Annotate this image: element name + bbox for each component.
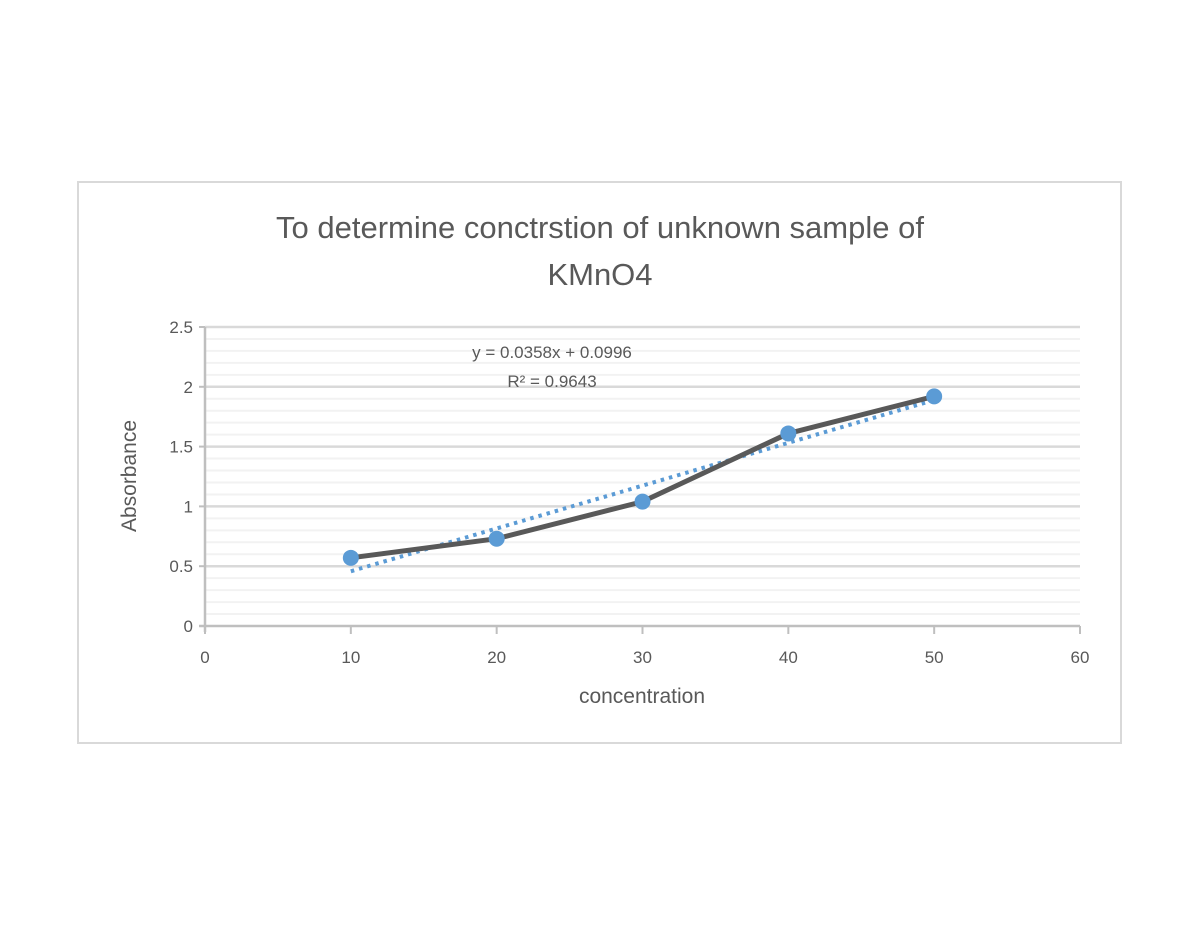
svg-text:0.5: 0.5	[169, 557, 193, 576]
data-series-line	[350, 393, 935, 561]
svg-text:10: 10	[341, 648, 360, 667]
x-axis-title: concentration	[579, 685, 705, 708]
x-axis-ticks: 0 10 20 30 40 50 60	[200, 626, 1089, 667]
svg-text:2: 2	[184, 378, 193, 397]
trendline-equation: y = 0.0358x + 0.0996	[472, 343, 632, 362]
data-point-marker	[634, 493, 651, 510]
y-axis-title: Absorbance	[118, 420, 141, 532]
y-axis-ticks: 0 0.5 1 1.5 2 2.5	[169, 318, 205, 636]
trendline-r-squared: R² = 0.9643	[507, 372, 596, 391]
data-point-marker	[780, 425, 797, 442]
svg-text:0: 0	[184, 617, 193, 636]
major-gridlines	[205, 325, 1080, 568]
minor-gridlines	[205, 337, 1080, 616]
chart-title-line-1: To determine conctrstion of unknown samp…	[276, 210, 924, 245]
data-point-marker	[342, 549, 359, 566]
svg-text:1: 1	[184, 497, 193, 516]
chart-frame	[77, 181, 1122, 744]
svg-text:30: 30	[633, 648, 652, 667]
svg-text:1.5: 1.5	[169, 438, 193, 457]
svg-text:40: 40	[779, 648, 798, 667]
svg-text:0: 0	[200, 648, 209, 667]
data-point-marker	[926, 388, 943, 405]
svg-text:50: 50	[925, 648, 944, 667]
svg-text:60: 60	[1071, 648, 1090, 667]
chart-title-line-2: KMnO4	[547, 257, 652, 292]
data-point-marker	[488, 530, 505, 547]
svg-text:2.5: 2.5	[169, 318, 193, 337]
data-markers	[342, 388, 943, 566]
svg-text:20: 20	[487, 648, 506, 667]
